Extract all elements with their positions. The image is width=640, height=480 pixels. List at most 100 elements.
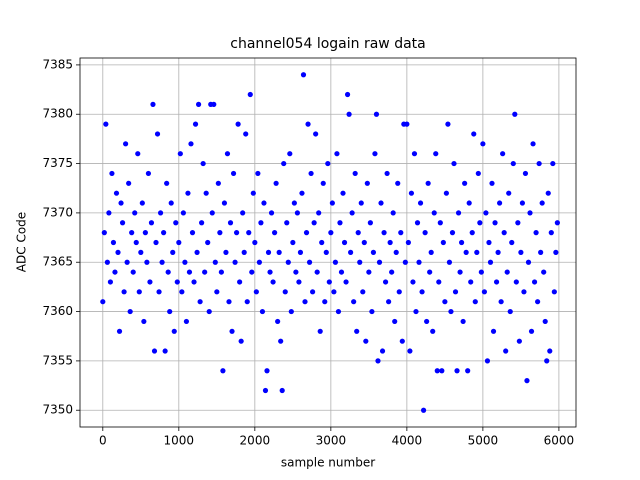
point — [278, 338, 284, 344]
point — [106, 210, 112, 216]
point — [393, 249, 399, 255]
point — [475, 170, 481, 177]
point — [355, 230, 361, 236]
point — [271, 230, 278, 236]
point — [419, 289, 425, 295]
point — [116, 328, 123, 334]
point — [197, 299, 203, 305]
point — [481, 289, 488, 295]
point — [460, 318, 466, 325]
point — [238, 338, 244, 344]
point — [153, 239, 159, 246]
point — [144, 259, 150, 265]
point — [437, 220, 443, 226]
point — [455, 210, 462, 216]
point — [351, 299, 357, 305]
point — [381, 230, 387, 236]
point — [434, 368, 440, 374]
x-tick-label: 6000 — [544, 434, 575, 448]
point — [395, 180, 401, 186]
point — [512, 111, 518, 117]
point — [211, 101, 217, 107]
point — [547, 348, 553, 354]
point — [145, 170, 152, 177]
point — [480, 141, 486, 147]
point — [232, 259, 238, 265]
point — [161, 230, 167, 236]
point — [148, 220, 155, 226]
point — [439, 368, 445, 374]
point — [275, 318, 281, 325]
point — [259, 308, 266, 315]
point — [387, 239, 393, 246]
point — [402, 259, 408, 265]
point — [223, 249, 229, 255]
point — [308, 170, 314, 177]
point — [495, 249, 501, 255]
point — [273, 180, 279, 186]
point — [305, 121, 311, 127]
point — [249, 269, 255, 275]
chart-title: channel054 logain raw data — [230, 36, 425, 52]
point — [405, 239, 411, 246]
point — [524, 378, 530, 384]
point — [487, 259, 494, 265]
point — [504, 269, 510, 275]
point — [227, 220, 234, 226]
point — [335, 308, 342, 315]
x-tick-label: 3000 — [316, 434, 347, 448]
point — [179, 289, 185, 295]
point — [376, 259, 383, 265]
point — [516, 338, 522, 344]
point — [261, 200, 267, 206]
point — [498, 299, 504, 305]
point — [109, 170, 115, 177]
point — [156, 289, 162, 295]
point — [246, 230, 252, 236]
point — [302, 299, 308, 305]
point — [311, 220, 317, 226]
point — [113, 190, 120, 196]
point — [215, 180, 221, 186]
point — [550, 160, 556, 167]
point — [185, 190, 191, 196]
point — [343, 279, 349, 285]
point — [361, 239, 367, 246]
point — [454, 368, 460, 374]
point — [267, 269, 273, 275]
point — [519, 200, 526, 206]
point — [554, 220, 560, 226]
point — [296, 279, 302, 285]
point — [241, 249, 247, 255]
point — [344, 91, 351, 98]
point — [379, 348, 386, 354]
y-tick-label: 7385 — [42, 57, 73, 71]
point — [457, 269, 463, 275]
point — [458, 239, 465, 246]
point — [136, 289, 142, 295]
point — [551, 289, 557, 295]
point — [221, 200, 228, 206]
point — [337, 220, 343, 226]
point — [206, 308, 212, 315]
point — [299, 190, 305, 196]
point — [291, 200, 297, 206]
point — [142, 230, 148, 236]
y-tick-label: 7360 — [42, 304, 73, 318]
point — [539, 200, 545, 206]
point — [209, 210, 215, 216]
point — [462, 180, 468, 186]
point — [354, 328, 360, 334]
point — [451, 160, 457, 167]
point — [264, 368, 270, 374]
point — [162, 348, 168, 354]
point — [522, 170, 529, 177]
point — [490, 328, 497, 334]
point — [252, 239, 258, 246]
x-tick-label: 1000 — [164, 434, 195, 448]
point — [472, 299, 478, 305]
point — [177, 151, 183, 157]
y-axis-label: ADC Code — [15, 212, 29, 272]
point — [449, 230, 456, 236]
